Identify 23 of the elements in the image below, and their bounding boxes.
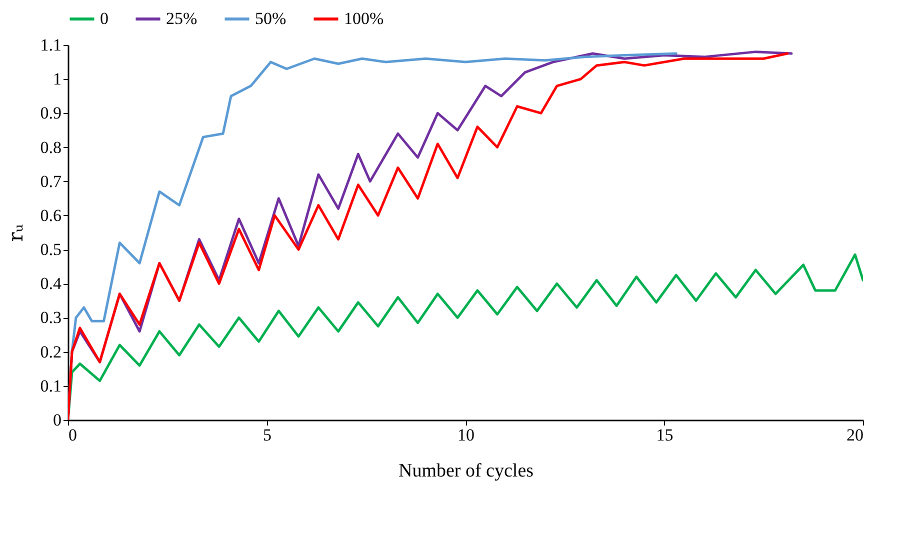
x-tick-label: 5 xyxy=(263,426,272,444)
x-tick-label: 20 xyxy=(846,426,864,444)
y-tick-label: 0.3 xyxy=(40,308,62,328)
y-axis-title: rᵤ xyxy=(3,224,28,242)
y-tick-label: 0.1 xyxy=(40,376,62,396)
y-tick-label: 0.6 xyxy=(40,206,62,225)
legend-label: 0 xyxy=(100,9,108,28)
y-tick-label: 0.9 xyxy=(40,104,62,123)
y-tick-label: 1.1 xyxy=(40,36,62,54)
y-tick-label: 0.5 xyxy=(40,240,62,260)
x-tick-label: 0 xyxy=(68,426,77,444)
x-tick-label: 15 xyxy=(656,426,674,444)
legend-label: 50% xyxy=(255,9,286,28)
x-tick-label: 10 xyxy=(458,426,474,444)
y-tick-label: 0.8 xyxy=(40,138,62,157)
y-tick-label: 0.2 xyxy=(40,342,62,362)
legend-label: 100% xyxy=(344,9,384,28)
y-tick-label: 0 xyxy=(53,410,62,430)
y-tick-label: 0.4 xyxy=(40,274,62,294)
legend-label: 25% xyxy=(166,9,198,28)
x-axis-title: Number of cycles xyxy=(398,460,534,482)
y-tick-label: 0.7 xyxy=(40,172,62,191)
y-tick-label: 1 xyxy=(53,70,62,89)
